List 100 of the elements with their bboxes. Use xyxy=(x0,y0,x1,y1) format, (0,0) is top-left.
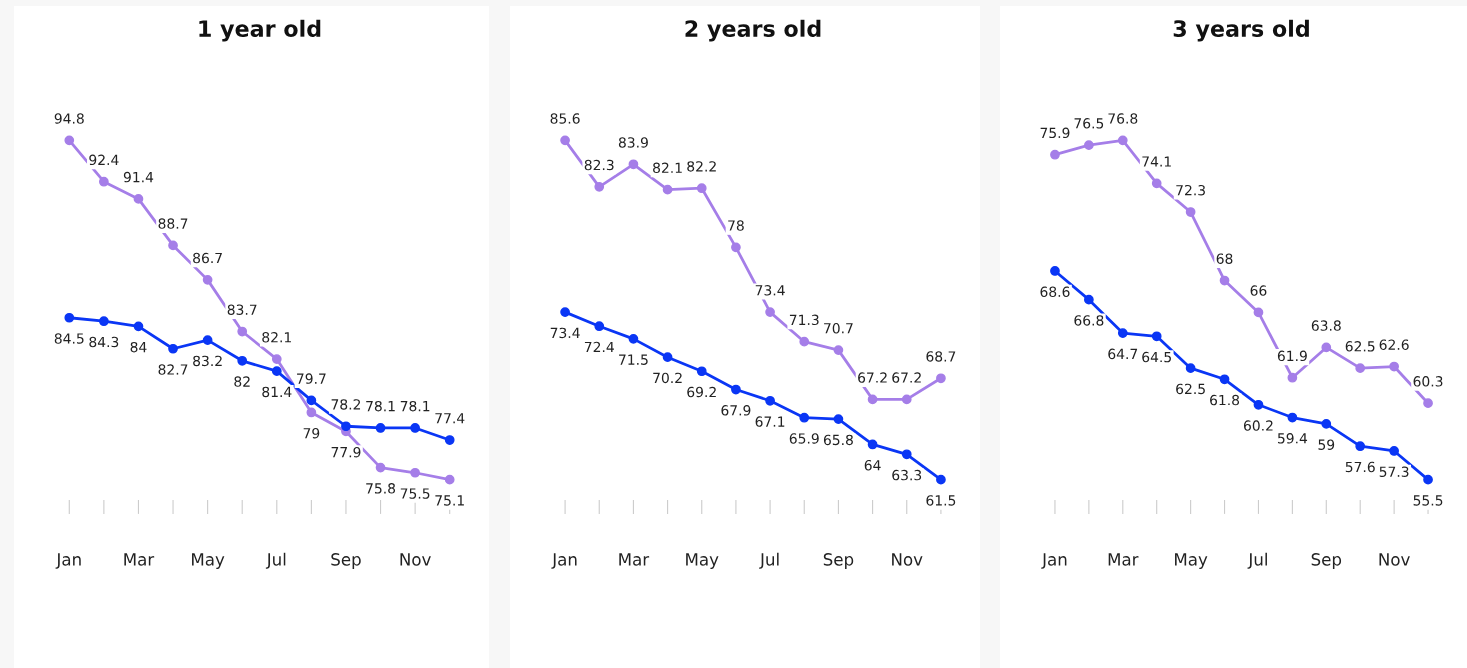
point xyxy=(867,394,878,405)
point xyxy=(1389,361,1399,372)
point xyxy=(1117,328,1128,338)
data-label: 61.9 xyxy=(1277,350,1307,362)
point xyxy=(202,274,213,285)
point xyxy=(444,474,455,485)
data-label: 62.5 xyxy=(1176,383,1205,395)
data-label: 91.4 xyxy=(123,171,154,183)
data-label: 67.9 xyxy=(721,405,751,416)
point xyxy=(560,307,570,317)
point xyxy=(833,345,844,355)
point xyxy=(936,474,946,485)
data-label: 69.2 xyxy=(687,386,716,398)
point xyxy=(1084,294,1094,305)
data-label: 84 xyxy=(130,341,147,353)
data-label: 59.4 xyxy=(1277,433,1308,444)
data-label: 68.7 xyxy=(926,351,956,362)
data-label: 83.2 xyxy=(193,355,222,367)
data-label: 78.1 xyxy=(366,400,395,412)
data-label: 67.2 xyxy=(892,372,921,383)
data-label: 57.6 xyxy=(1345,461,1375,473)
point xyxy=(1117,135,1128,146)
point xyxy=(867,439,878,450)
point xyxy=(1185,207,1196,217)
data-label: 79.7 xyxy=(297,373,326,384)
data-label: 79 xyxy=(303,428,320,439)
point xyxy=(1185,363,1196,374)
point xyxy=(1321,419,1332,429)
x-tick-label: Sep xyxy=(823,553,854,569)
chart-title: 2 years old xyxy=(685,19,821,42)
point xyxy=(375,462,386,473)
point xyxy=(271,354,282,364)
point xyxy=(731,242,741,253)
data-label: 57.3 xyxy=(1379,466,1409,477)
point xyxy=(168,240,178,251)
data-label: 81.4 xyxy=(262,386,292,398)
point xyxy=(64,135,75,146)
point xyxy=(901,394,912,405)
data-label: 60.2 xyxy=(1243,420,1273,431)
point xyxy=(99,176,109,187)
point xyxy=(560,135,570,146)
point xyxy=(1253,307,1264,318)
data-label: 65.8 xyxy=(823,434,853,446)
data-label: 66.8 xyxy=(1074,315,1104,326)
data-label: 55.5 xyxy=(1413,495,1443,506)
data-label: 84.3 xyxy=(89,336,119,348)
data-label: 62.6 xyxy=(1379,339,1409,350)
point xyxy=(444,435,455,445)
point xyxy=(1084,140,1094,150)
point xyxy=(375,423,386,433)
data-label: 70.7 xyxy=(824,323,853,334)
data-label: 82.3 xyxy=(584,159,614,171)
point xyxy=(1151,331,1162,342)
data-label: 75.1 xyxy=(435,495,464,506)
chart-title: 3 years old xyxy=(1173,19,1309,42)
data-label: 85.6 xyxy=(550,113,580,124)
data-label: 75.8 xyxy=(366,483,396,494)
point xyxy=(341,421,351,432)
x-tick-label: May xyxy=(686,553,719,569)
point xyxy=(936,373,946,384)
point xyxy=(1050,266,1060,276)
point xyxy=(133,321,144,332)
point xyxy=(237,326,248,337)
x-tick-label: Jul xyxy=(1247,552,1267,569)
point xyxy=(901,449,912,460)
data-label: 63.8 xyxy=(1311,320,1341,331)
point xyxy=(1287,372,1298,383)
data-label: 64.7 xyxy=(1108,348,1138,360)
data-label: 63.3 xyxy=(892,469,922,481)
data-label: 92.4 xyxy=(89,154,119,166)
data-label: 70.2 xyxy=(653,372,682,384)
data-label: 68.6 xyxy=(1040,286,1070,297)
point xyxy=(594,321,605,332)
data-label: 83.7 xyxy=(227,304,257,315)
point xyxy=(1151,178,1162,189)
x-tick-label: May xyxy=(192,553,225,569)
data-label: 71.5 xyxy=(619,354,648,365)
data-label: 82.2 xyxy=(687,161,716,172)
point xyxy=(306,407,317,418)
point xyxy=(731,384,741,395)
point xyxy=(410,467,420,478)
data-label: 71.3 xyxy=(789,314,819,326)
data-label: 88.7 xyxy=(158,218,188,229)
point xyxy=(168,343,178,354)
point xyxy=(1253,399,1264,410)
data-label: 78.1 xyxy=(400,400,430,412)
data-label: 72.3 xyxy=(1176,184,1205,196)
x-tick-label: May xyxy=(1175,553,1208,569)
x-tick-label: Jan xyxy=(55,553,81,569)
point xyxy=(133,194,144,204)
data-label: 64.5 xyxy=(1142,351,1171,363)
x-tick-label: Mar xyxy=(1108,553,1139,566)
point xyxy=(237,355,248,366)
data-label: 64 xyxy=(864,459,881,471)
data-label: 82.1 xyxy=(653,162,682,174)
x-tick-label: Nov xyxy=(400,553,431,566)
point xyxy=(1287,412,1298,423)
point xyxy=(306,395,317,406)
point xyxy=(410,423,420,433)
x-tick-label: Jul xyxy=(759,552,779,569)
